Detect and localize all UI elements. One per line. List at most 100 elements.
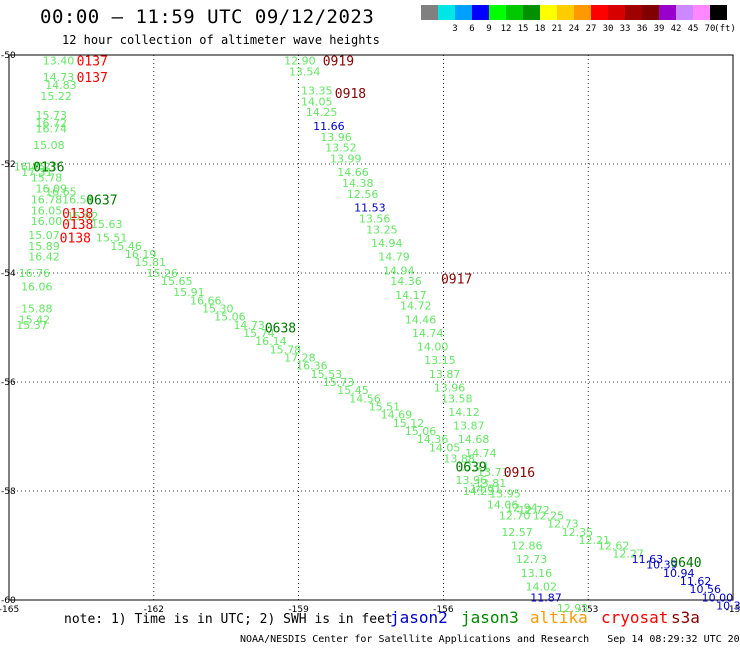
y-tick-label: -60 xyxy=(1,596,16,606)
wave-height-label: 13.88 xyxy=(443,452,475,465)
wave-height-label: 14.05 xyxy=(301,95,333,108)
wave-height-label: 15.91 xyxy=(173,286,205,299)
wave-height-label: 16.72 xyxy=(36,117,67,130)
wave-height-label: 13.96 xyxy=(455,474,487,487)
wave-height-label: 14.73 xyxy=(233,319,265,332)
wave-height-label: 16.45 xyxy=(14,161,46,174)
wave-height-label: 16.42 xyxy=(28,251,60,264)
colorbar-label: 42 xyxy=(670,24,682,34)
wave-height-label: 14.94 xyxy=(383,264,415,277)
wave-height-label: 14.74 xyxy=(465,447,497,460)
wave-height-label: 14.66 xyxy=(337,166,369,179)
wave-height-label: 10.39 xyxy=(646,559,678,572)
wave-height-label: 10.00 xyxy=(702,591,734,604)
colorbar-label: 27 xyxy=(585,24,597,34)
wave-height-label: 15.89 xyxy=(28,240,60,253)
wave-height-label: 13.52 xyxy=(325,142,357,155)
colorbar-label: 21 xyxy=(551,24,563,34)
pass-time-label: 0639 xyxy=(455,460,486,475)
y-tick-label: -58 xyxy=(1,487,16,497)
wave-height-label: 15.37 xyxy=(16,319,47,332)
wave-height-label: 13.58 xyxy=(441,392,473,405)
wave-height-label: 13.54 xyxy=(289,65,321,78)
wave-height-label: 14.73 xyxy=(43,71,75,84)
x-tick-label: -165 xyxy=(0,605,19,615)
wave-height-label: 15.78 xyxy=(270,343,302,356)
colorbar-swatch xyxy=(506,5,523,20)
wave-height-label: 14.79 xyxy=(378,251,410,264)
satellite-jason2: jason2 xyxy=(390,608,448,627)
wave-height-label: 16.19 xyxy=(125,248,157,261)
x-tick-label: -162 xyxy=(144,605,164,615)
wave-height-label: 12.21 xyxy=(579,534,611,547)
wave-height-label: 13.95 xyxy=(489,488,520,501)
wave-height-label: 16.06 xyxy=(21,281,53,294)
wave-height-label: 12.73 xyxy=(516,553,548,566)
pass-time-label: 0919 xyxy=(323,54,354,69)
footer-note: note: 1) Time is in UTC; 2) SWH is in fe… xyxy=(64,612,393,627)
wave-height-label: 15.78 xyxy=(31,172,63,185)
colorbar-swatch xyxy=(472,5,489,20)
wave-height-label: 12.86 xyxy=(511,540,543,553)
wave-height-label: 12.56 xyxy=(347,188,379,201)
colorbar-label: 70 xyxy=(704,24,716,34)
wave-height-label: 15.51 xyxy=(369,401,401,414)
wave-height-label: 15.53 xyxy=(311,368,343,381)
wave-height-label: 14.68 xyxy=(458,433,490,446)
map-title: 00:00 – 11:59 UTC 09/12/2023 xyxy=(40,6,375,28)
wave-height-label: 15.22 xyxy=(40,90,72,103)
colorbar-swatch xyxy=(574,5,591,20)
x-tick-label: -15 xyxy=(726,605,740,615)
wave-height-label: 10.94 xyxy=(663,567,695,580)
colorbar-label: 6 xyxy=(469,24,475,34)
wave-height-label: 14.56 xyxy=(349,392,381,405)
colorbar-swatch xyxy=(625,5,642,20)
pass-time-label: 0138 xyxy=(62,207,93,222)
wave-height-label: 17.31 xyxy=(21,166,53,179)
colorbar-label: 12 xyxy=(500,24,512,34)
wave-height-label: 13.96 xyxy=(434,381,466,394)
wave-height-label: 11.53 xyxy=(354,202,386,215)
pass-time-label: 0638 xyxy=(265,322,296,337)
wave-height-label: 13.15 xyxy=(424,354,456,367)
wave-height-label: 15.73 xyxy=(323,376,355,389)
colorbar-swatch xyxy=(489,5,506,20)
wave-height-label: 15.07 xyxy=(28,229,60,242)
wave-height-label: 14.38 xyxy=(342,177,374,190)
colorbar-label: 18 xyxy=(534,24,546,34)
satellite-jason3: jason3 xyxy=(461,608,519,627)
colorbar-label: 39 xyxy=(653,24,665,34)
wave-height-label: 14.01 xyxy=(470,482,502,495)
wave-height-label: 15.46 xyxy=(110,240,142,253)
wave-height-label: 16.00 xyxy=(31,215,63,228)
satellite-altika: altika xyxy=(530,608,588,627)
map-subtitle: 12 hour collection of altimeter wave hei… xyxy=(62,33,380,47)
wave-height-label: 15.26 xyxy=(147,267,179,280)
wave-height-label: 12.94 xyxy=(506,501,538,514)
colorbar-swatch xyxy=(676,5,693,20)
wave-height-label: 12.62 xyxy=(598,540,630,553)
wave-height-label: 16.74 xyxy=(36,123,67,136)
wave-height-label: 14.05 xyxy=(429,441,461,454)
wave-height-label: 13.40 xyxy=(43,54,75,67)
wave-height-label: 13.71 xyxy=(458,460,490,473)
wave-height-label: 15.73 xyxy=(36,109,67,122)
y-tick-label: -56 xyxy=(1,378,16,388)
wave-height-label: 15.65 xyxy=(161,275,193,288)
wave-height-label: 14.36 xyxy=(417,433,449,446)
pass-time-label: 0916 xyxy=(504,466,535,481)
wave-height-label: 15.06 xyxy=(214,311,246,324)
y-tick-label: -50 xyxy=(1,51,16,61)
wave-height-label: 16.66 xyxy=(190,294,222,307)
wave-height-label: 15.30 xyxy=(202,302,234,315)
wave-height-label: 14.46 xyxy=(405,313,437,326)
wave-height-label: 14.12 xyxy=(448,406,480,419)
wave-height-label: 14.02 xyxy=(525,580,557,593)
colorbar-swatch xyxy=(421,5,438,20)
wave-height-label: 16.54 xyxy=(62,193,94,206)
pass-time-label: 0137 xyxy=(77,71,108,86)
colorbar-swatch xyxy=(540,5,557,20)
wave-height-label: 16.65 xyxy=(45,185,76,198)
colorbar-unit: (ft) xyxy=(714,24,736,34)
x-tick-label: -156 xyxy=(433,605,454,615)
